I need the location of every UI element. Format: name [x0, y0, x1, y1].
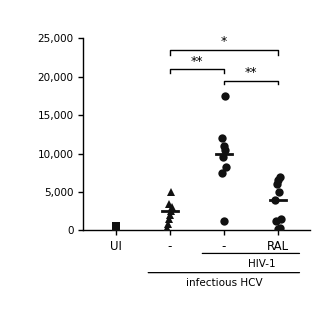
Text: **: **: [190, 55, 203, 68]
Text: **: **: [245, 66, 257, 79]
Text: *: *: [221, 36, 227, 48]
Text: HIV-1: HIV-1: [248, 259, 276, 269]
Text: infectious HCV: infectious HCV: [186, 278, 262, 288]
